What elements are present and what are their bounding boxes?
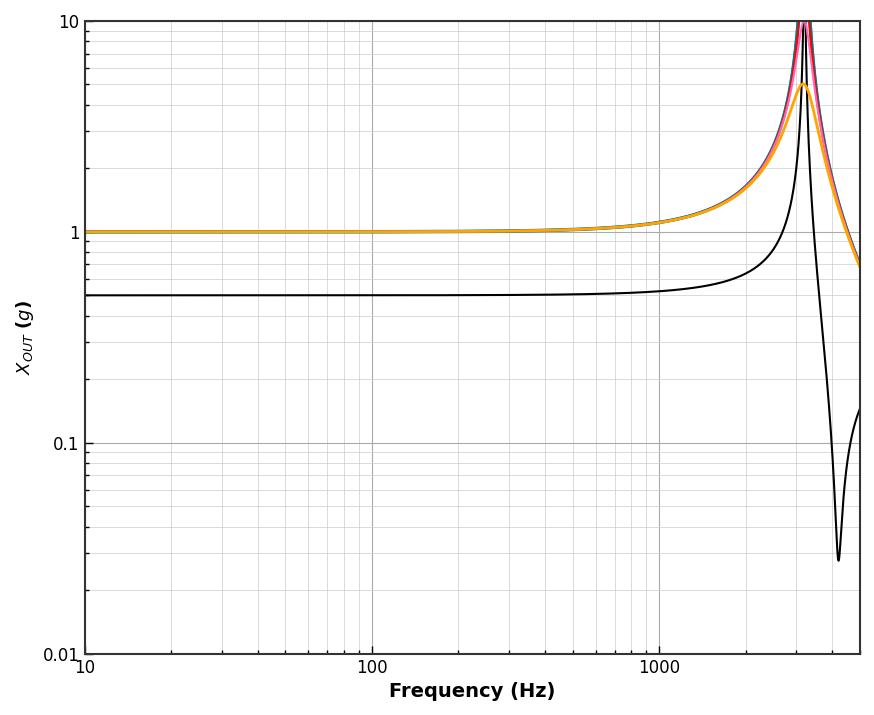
X-axis label: Frequency (Hz): Frequency (Hz) [389,682,556,701]
Y-axis label: $X_{OUT}$ ($g$): $X_{OUT}$ ($g$) [14,300,36,375]
